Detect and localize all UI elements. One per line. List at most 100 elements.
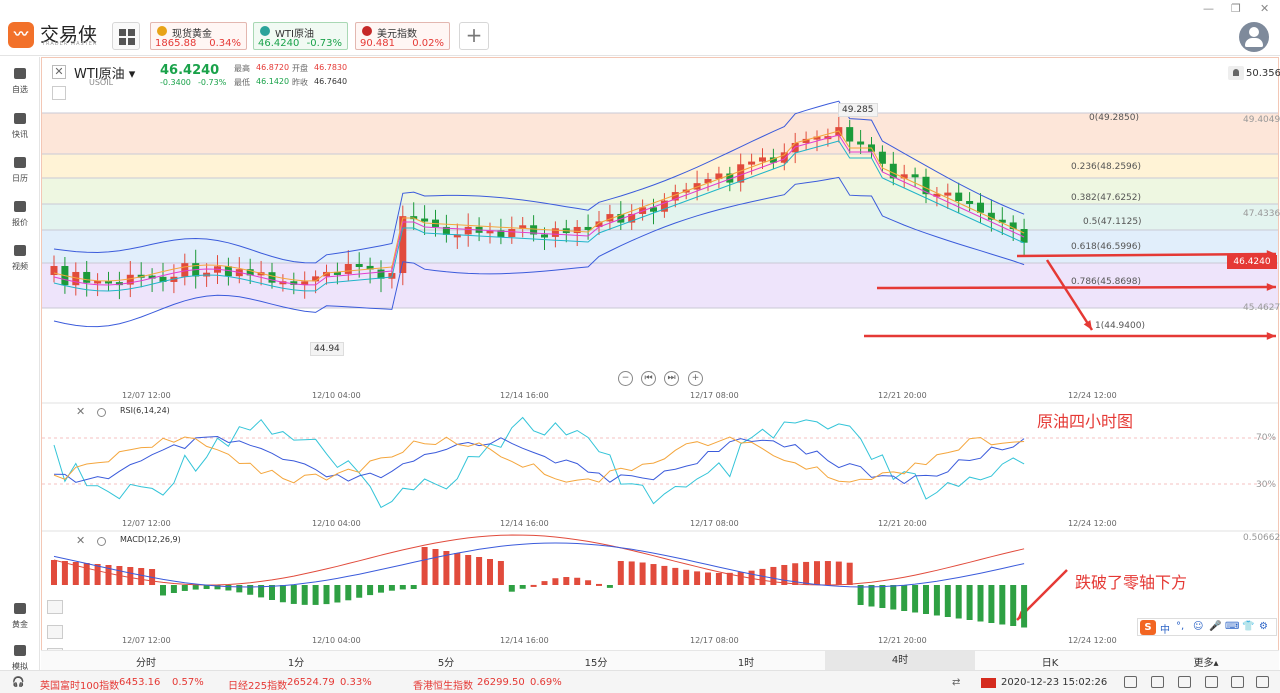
candle-body [268,272,276,283]
sidebar-item-calendar[interactable]: 日历 [0,151,40,191]
symbol-name[interactable]: WTI原油 ▾ [74,67,136,82]
macd-bar [421,547,428,585]
sidebar-item-quotes[interactable]: 报价 [0,195,40,235]
red-arrow-head [1083,320,1092,330]
tools-icon[interactable] [1151,676,1164,688]
tf-4h[interactable]: 4时 [825,651,975,671]
tf-5m[interactable]: 5分 [437,658,455,669]
close-macd-icon[interactable]: ✕ [76,534,86,547]
macd-bar [792,563,799,585]
ime-item[interactable]: 🎤 [1209,621,1222,632]
candle-body [290,281,298,285]
macd-settings-icon[interactable] [97,537,106,546]
user-avatar[interactable] [1239,22,1269,52]
fib-label: 0.618(46.5996) [1071,242,1142,252]
rsi-settings-icon[interactable] [97,408,106,417]
macd-bar [225,585,232,591]
candle-body [312,276,320,282]
add-tab-button[interactable]: + [459,22,489,50]
minimize-icon[interactable]: — [1203,2,1214,15]
quote-tab-name: 现货黄金 [172,29,212,40]
macd-bar [901,585,908,611]
macd-bar [127,567,134,585]
fib-band [42,230,1278,263]
sidebar-item-watchlist[interactable]: 自选 [0,62,40,102]
close-icon[interactable]: ✕ [1260,2,1270,15]
ime-item[interactable]: 👕 [1242,621,1255,632]
ime-item[interactable]: °, [1176,621,1185,632]
sidebar-item-label: 报价 [12,218,28,227]
macd-bar [399,585,406,590]
macd-bar [160,585,166,596]
settings-icon[interactable] [1256,676,1269,688]
sidebar-item-gold[interactable]: 黄金 [0,597,40,637]
sidebar-item-video[interactable]: 视频 [0,239,40,279]
scroll-right-icon[interactable]: ⏭ [664,371,679,386]
candle-body [148,275,156,279]
macd-bar [323,585,330,605]
macd-bar [367,585,374,596]
bell-icon[interactable] [1228,66,1244,80]
macd-bar [105,565,112,585]
quote-tab-dxy[interactable]: 美元指数 90.481 0.02% [355,22,450,50]
sidebar-item-news[interactable]: 快讯 [0,107,40,147]
draw-tool-icon[interactable] [52,86,66,100]
macd-bar [214,585,221,590]
quote-tab-wti[interactable]: WTI原油 46.4240 -0.73% [253,22,348,50]
headset-icon[interactable]: 🎧 [12,677,25,688]
candle-body [802,138,810,143]
grid-menu-button[interactable] [112,22,140,50]
ma-line [53,134,1025,286]
high-label: 最高 [234,64,250,73]
camera-icon[interactable] [1205,676,1218,688]
close-rsi-icon[interactable]: ✕ [76,405,86,418]
tf-tick[interactable]: 分时 [136,658,156,669]
macd-bar [694,571,701,585]
pen-tool-icon[interactable] [47,625,63,639]
candle-body [50,266,58,275]
time-axis-label: 12/10 04:00 [312,519,361,528]
network-icon: ⇄ [952,677,961,688]
macd-bar [999,585,1006,625]
candle-body [181,263,189,277]
macd-bar [236,585,243,593]
candle-body [977,202,984,213]
volume-icon[interactable] [1231,676,1244,688]
macd-bar [1010,585,1017,626]
tf-1m[interactable]: 1分 [287,658,305,669]
grid-icon[interactable] [1178,676,1191,688]
close-chart-icon[interactable]: ✕ [52,65,66,79]
ime-item[interactable]: ☺ [1193,621,1204,632]
tf-1h[interactable]: 1时 [737,658,755,669]
ime-item[interactable]: ⌨ [1225,621,1240,632]
index-name: 香港恒生指数 [413,681,473,692]
ime-toolbar[interactable]: S 中 °, ☺ 🎤 ⌨ 👕 ⚙ [1137,618,1277,636]
tf-more[interactable]: 更多▴ [1193,658,1219,669]
zoom-in-icon[interactable]: + [688,371,703,386]
macd-dif-line [53,534,1025,586]
macd-bar [912,585,919,613]
candle-body [671,192,679,201]
sidebar-item-demo[interactable]: 模拟 [0,639,40,679]
candle-body [508,228,516,238]
candle-body [377,269,385,279]
macd-bar [977,585,984,622]
restore-icon[interactable]: ❐ [1231,2,1241,15]
candle-body [83,271,91,283]
macd-bar [269,585,275,600]
macd-bar [312,585,319,605]
fib-label: 0.382(47.6252) [1071,193,1142,203]
macd-bar [290,585,297,604]
tf-15m[interactable]: 15分 [584,658,608,669]
ime-item[interactable]: 中 [1160,625,1170,636]
ime-item[interactable]: ⚙ [1259,621,1268,632]
candle-body [660,200,668,212]
chart-canvas[interactable] [42,100,1278,648]
screen-icon[interactable] [1124,676,1137,688]
indicator-tool-icon[interactable] [47,600,63,614]
scroll-left-icon[interactable]: ⏮ [641,371,656,386]
rsi-line [53,416,1025,509]
tf-day[interactable]: 日K [1041,658,1059,669]
quote-tab-gold[interactable]: 现货黄金 1865.88 0.34% [150,22,247,50]
zoom-out-icon[interactable]: − [618,371,633,386]
